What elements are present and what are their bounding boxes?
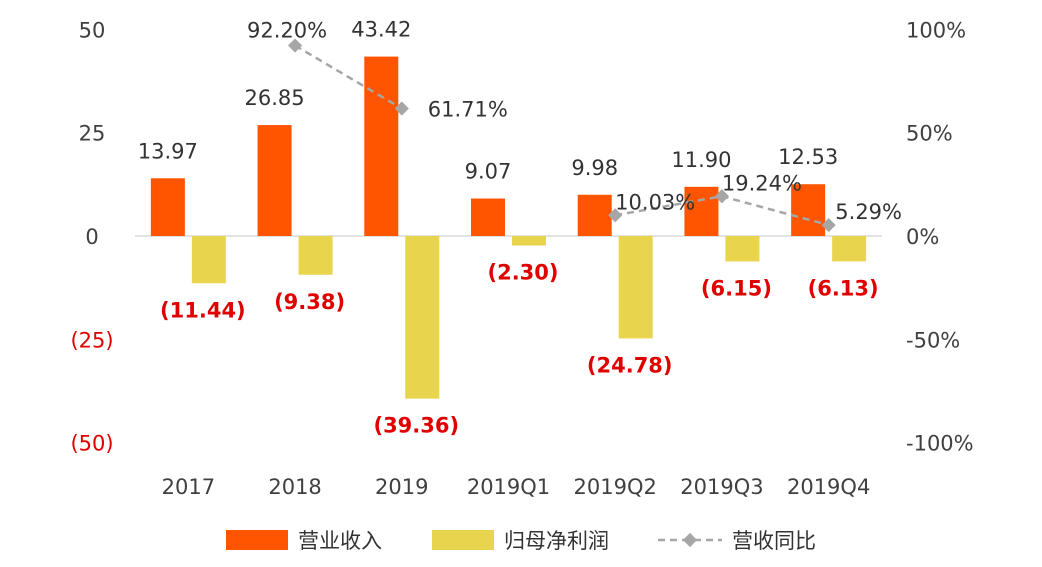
right-axis: 100% 50% 0% -50% -100% [906, 18, 974, 455]
growth-marker [608, 208, 623, 223]
growth-marker [821, 217, 836, 233]
growth-label: 61.71% [428, 98, 508, 122]
growth-label: 10.03% [615, 190, 695, 214]
revenue-bar [684, 186, 719, 236]
left-axis: 50 25 0 (25) (50) [70, 18, 113, 455]
right-tick-label: -100% [906, 432, 974, 456]
growth-label: 5.29% [835, 200, 902, 224]
right-tick-label: -50% [906, 328, 960, 352]
revenue-bar-label: 13.97 [138, 139, 198, 163]
revenue-bar-label: 9.07 [465, 160, 512, 184]
growth-marker [288, 38, 303, 53]
category-tick-label: 2019Q1 [467, 475, 550, 499]
category-tick-label: 2017 [162, 475, 215, 499]
left-tick-label: 0 [85, 225, 98, 249]
growth-line-layer [288, 38, 836, 233]
left-tick-label: (25) [70, 328, 113, 352]
category-tick-label: 2019Q3 [680, 475, 763, 499]
right-tick-label: 100% [906, 18, 966, 42]
growth-marker [394, 101, 409, 116]
net-profit-bar-label: (39.36) [373, 414, 459, 438]
left-tick-label: 50 [79, 18, 106, 42]
revenue-bar [577, 194, 612, 236]
net-profit-bar-label: (6.13) [808, 276, 879, 300]
right-tick-label: 50% [906, 122, 953, 146]
net-profit-bar [512, 236, 546, 246]
net-profit-bar-label: (24.78) [587, 353, 673, 377]
growth-label: 92.20% [247, 19, 327, 43]
revenue-bar [364, 56, 399, 236]
legend: 营业收入 归母净利润 营收同比 [226, 529, 816, 553]
left-tick-label: 25 [79, 122, 106, 146]
revenue-bar-label: 26.85 [245, 86, 305, 110]
net-profit-bar [832, 236, 867, 262]
right-tick-label: 0% [906, 225, 939, 249]
revenue-bar-label: 43.42 [351, 18, 411, 42]
net-profit-bar [191, 236, 226, 284]
net-profit-bar-label: (9.38) [274, 290, 345, 314]
growth-marker [714, 189, 729, 204]
legend-swatch-net-profit [432, 530, 494, 550]
left-tick-label: (50) [70, 432, 113, 456]
revenue-bar [791, 184, 826, 236]
category-tick-label: 2019Q4 [787, 475, 870, 499]
growth-label: 19.24% [722, 171, 802, 195]
revenue-bar-label: 11.90 [671, 148, 731, 172]
legend-marker-growth [682, 532, 698, 548]
revenue-bar-label: 12.53 [778, 145, 838, 169]
category-tick-label: 2019Q2 [574, 475, 657, 499]
category-tick-label: 2019 [375, 475, 428, 499]
category-tick-label: 2018 [268, 475, 321, 499]
growth-line [294, 44, 403, 110]
legend-label-revenue: 营业收入 [298, 529, 382, 553]
bar-layer [150, 56, 867, 399]
net-profit-bar-label: (6.15) [701, 276, 772, 300]
net-profit-bar [298, 236, 333, 275]
data-label-layer: 13.97 (11.44) 26.85 (9.38) 43.42 (39.36) 9.07 (… [138, 18, 902, 438]
net-profit-bar [618, 236, 653, 339]
revenue-bar [150, 178, 185, 236]
legend-label-growth: 营收同比 [732, 529, 816, 553]
legend-label-net-profit: 归母净利润 [504, 529, 609, 553]
legend-swatch-revenue [226, 530, 288, 550]
revenue-bar [257, 125, 292, 236]
revenue-bar [471, 198, 505, 236]
net-profit-bar [725, 236, 760, 262]
net-profit-bar [405, 236, 440, 399]
revenue-bar-label: 9.98 [571, 156, 618, 180]
category-axis: 2017 2018 2019 2019Q1 2019Q2 2019Q3 2019Q4 [162, 475, 871, 499]
net-profit-bar-label: (2.30) [487, 261, 558, 285]
net-profit-bar-label: (11.44) [160, 298, 246, 322]
